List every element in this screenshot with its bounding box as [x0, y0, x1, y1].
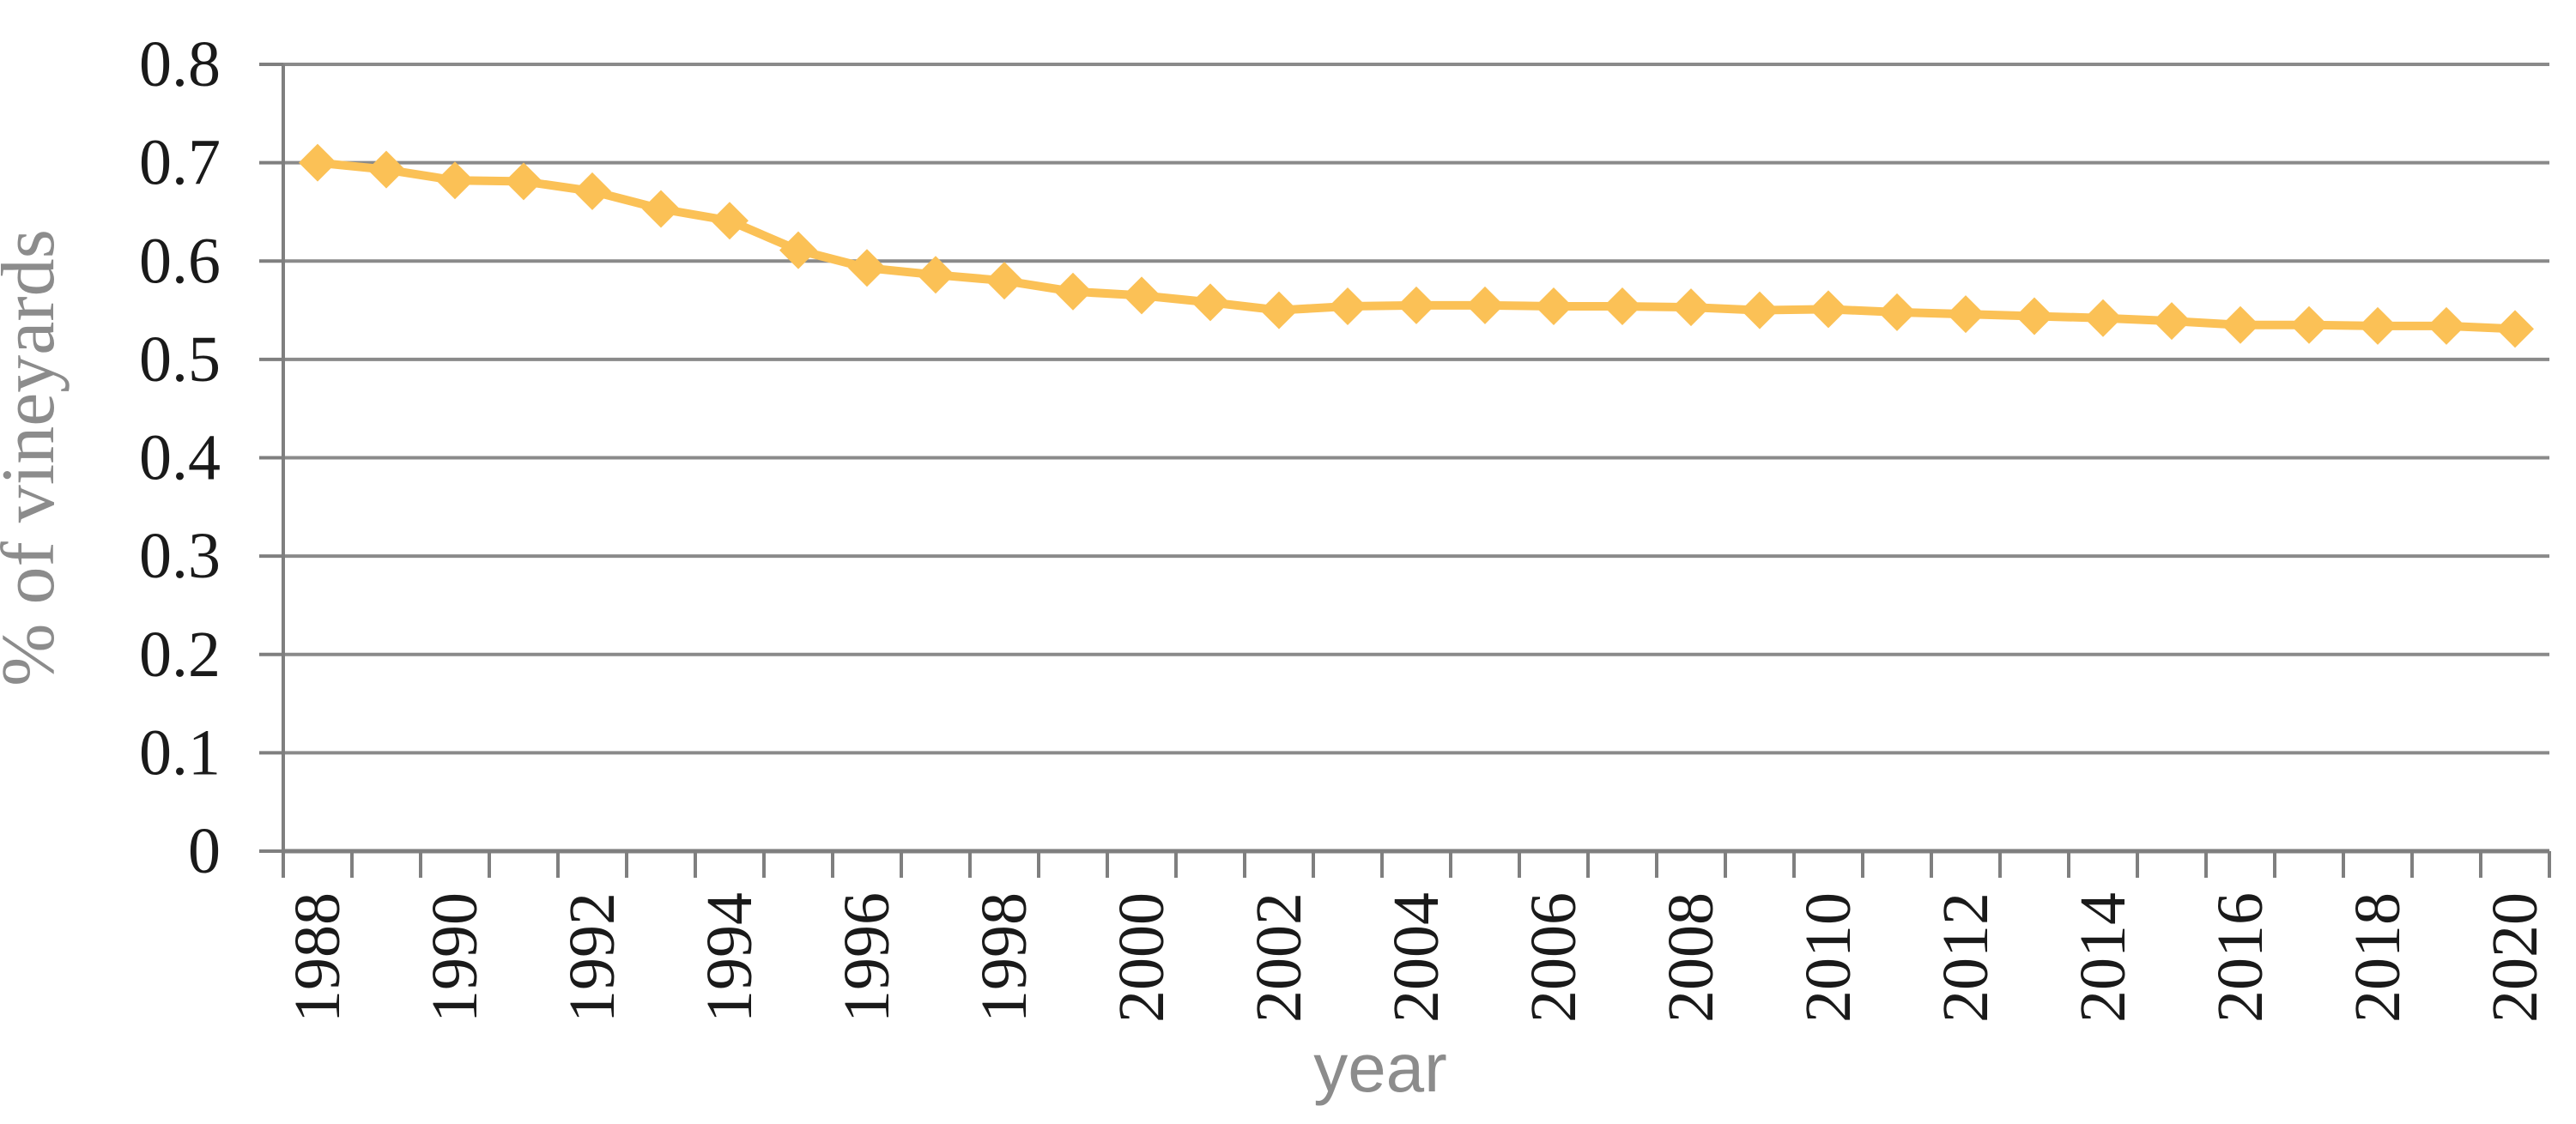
data-point-marker-1998	[985, 262, 1023, 300]
data-point-marker-2004	[1397, 286, 1435, 324]
data-point-marker-1989	[367, 150, 405, 189]
data-point-marker-1990	[436, 161, 474, 200]
data-point-marker-2018	[2359, 306, 2397, 345]
y-tick-label: 0	[188, 815, 221, 887]
data-point-marker-1992	[573, 172, 611, 210]
x-tick-label: 2004	[1380, 892, 1452, 1023]
x-tick-label: 2020	[2479, 892, 2551, 1023]
data-point-marker-2020	[2496, 310, 2534, 348]
x-tick-label: 2006	[1518, 892, 1590, 1023]
x-tick-label: 1988	[282, 892, 354, 1023]
data-point-marker-1994	[711, 202, 749, 240]
y-tick-label: 0.4	[139, 422, 221, 494]
data-point-marker-2012	[1947, 295, 1985, 334]
data-point-marker-1991	[505, 162, 542, 201]
x-axis-title: year	[1313, 1030, 1447, 1106]
data-point-marker-2011	[1878, 293, 1916, 331]
x-tick-label: 1998	[968, 892, 1040, 1023]
x-tick-label: 2018	[2342, 892, 2414, 1023]
data-point-marker-2016	[2221, 305, 2259, 344]
data-point-marker-2002	[1260, 291, 1298, 329]
data-point-marker-2001	[1191, 283, 1229, 322]
data-point-marker-2010	[1809, 290, 1847, 329]
data-point-marker-2013	[2015, 297, 2053, 335]
data-point-marker-2015	[2153, 302, 2191, 341]
data-point-marker-2019	[2428, 306, 2465, 345]
data-point-marker-2005	[1466, 286, 1504, 324]
x-tick-label: 1996	[831, 892, 903, 1023]
x-tick-label: 2008	[1655, 892, 1727, 1023]
y-tick-label: 0.6	[139, 225, 221, 297]
data-point-marker-1988	[299, 143, 336, 182]
data-point-marker-2007	[1603, 287, 1641, 325]
y-tick-label: 0.7	[139, 127, 221, 199]
x-tick-label: 1990	[419, 892, 491, 1023]
data-point-marker-1995	[779, 231, 817, 269]
data-point-marker-2000	[1123, 276, 1161, 315]
data-point-marker-2003	[1329, 287, 1367, 325]
y-tick-label: 0.2	[139, 619, 221, 691]
data-point-marker-1993	[642, 190, 680, 228]
y-axis-title: % of vineyards	[0, 229, 70, 686]
x-tick-label: 2012	[1930, 892, 2002, 1023]
y-tick-label: 0.8	[139, 28, 221, 100]
x-tick-label: 2014	[2067, 892, 2139, 1023]
data-point-marker-2006	[1535, 287, 1573, 325]
x-tick-label: 2016	[2204, 892, 2276, 1023]
x-tick-label: 1992	[556, 892, 628, 1023]
data-point-marker-1997	[917, 256, 955, 294]
data-point-marker-2017	[2290, 305, 2328, 344]
y-tick-label: 0.1	[139, 716, 221, 789]
x-tick-label: 2000	[1106, 892, 1178, 1023]
data-point-marker-2008	[1672, 288, 1710, 327]
x-tick-label: 2002	[1243, 892, 1315, 1023]
y-tick-label: 0.3	[139, 520, 221, 592]
x-tick-label: 2010	[1792, 892, 1864, 1023]
data-point-marker-1999	[1054, 272, 1092, 311]
data-point-marker-1996	[848, 249, 886, 287]
y-tick-label: 0.5	[139, 323, 221, 396]
data-point-marker-2009	[1741, 291, 1779, 329]
data-point-marker-2014	[2084, 299, 2122, 337]
x-tick-label: 1994	[694, 892, 766, 1023]
